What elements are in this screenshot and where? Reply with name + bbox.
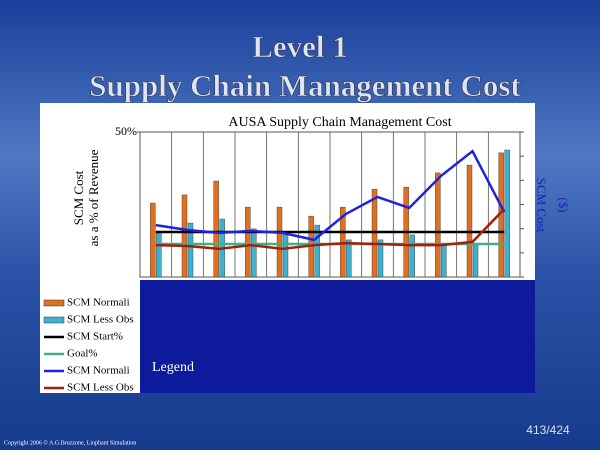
legend-label: SCM Less Obs xyxy=(67,314,134,326)
page-number: 413/424 xyxy=(526,423,570,437)
bar xyxy=(282,232,289,278)
bar xyxy=(435,172,441,278)
bar xyxy=(150,202,156,278)
slide-title: Level 1 xyxy=(252,29,348,64)
bar xyxy=(314,224,320,278)
bar xyxy=(276,206,283,278)
legend-cover xyxy=(140,280,535,393)
bar xyxy=(441,244,447,278)
line-series xyxy=(155,149,506,242)
bar xyxy=(245,206,251,278)
bar xyxy=(504,149,510,278)
y2-label-line: SCM Cost xyxy=(534,178,549,233)
bar xyxy=(346,239,352,278)
bar xyxy=(213,180,219,278)
y-axis-label: SCM Cost as a % of Revenue xyxy=(71,149,101,246)
y-tick-label: 50% xyxy=(115,124,137,138)
y-label-line: SCM Cost xyxy=(71,170,86,225)
legend-label: SCM Less Obs xyxy=(67,382,134,394)
y-label-line: as a % of Revenue xyxy=(86,149,101,246)
line-series xyxy=(155,208,506,251)
legend-box-label: Legend xyxy=(152,360,194,375)
bar xyxy=(466,164,473,278)
bar xyxy=(472,244,479,278)
legend-swatch xyxy=(43,316,65,324)
chart-title: AUSA Supply Chain Management Cost xyxy=(228,115,451,130)
legend-label: SCM Start% xyxy=(67,331,123,343)
bar xyxy=(377,239,384,278)
copyright: Copyright 2006 © A.G.Bruzzone, Liophant … xyxy=(4,439,136,446)
legend-label: SCM Normali xyxy=(67,297,130,309)
y2-axis-label: SCM Cost ($) xyxy=(534,178,571,233)
slide-title: Supply Chain Management Cost xyxy=(89,68,521,103)
bar xyxy=(156,232,162,278)
bar xyxy=(251,228,257,278)
bar xyxy=(187,222,194,278)
legend-label: Goal% xyxy=(67,348,98,360)
legend-label: SCM Normali xyxy=(67,365,130,377)
bar xyxy=(409,234,415,278)
y2-label-line: ($) xyxy=(556,197,571,212)
bar xyxy=(181,194,188,278)
plot: 50% xyxy=(115,124,524,278)
legend: SCM Normali SCM Less Obs SCM Start% Goal% SC… xyxy=(43,297,134,394)
legend-swatch xyxy=(43,299,65,307)
